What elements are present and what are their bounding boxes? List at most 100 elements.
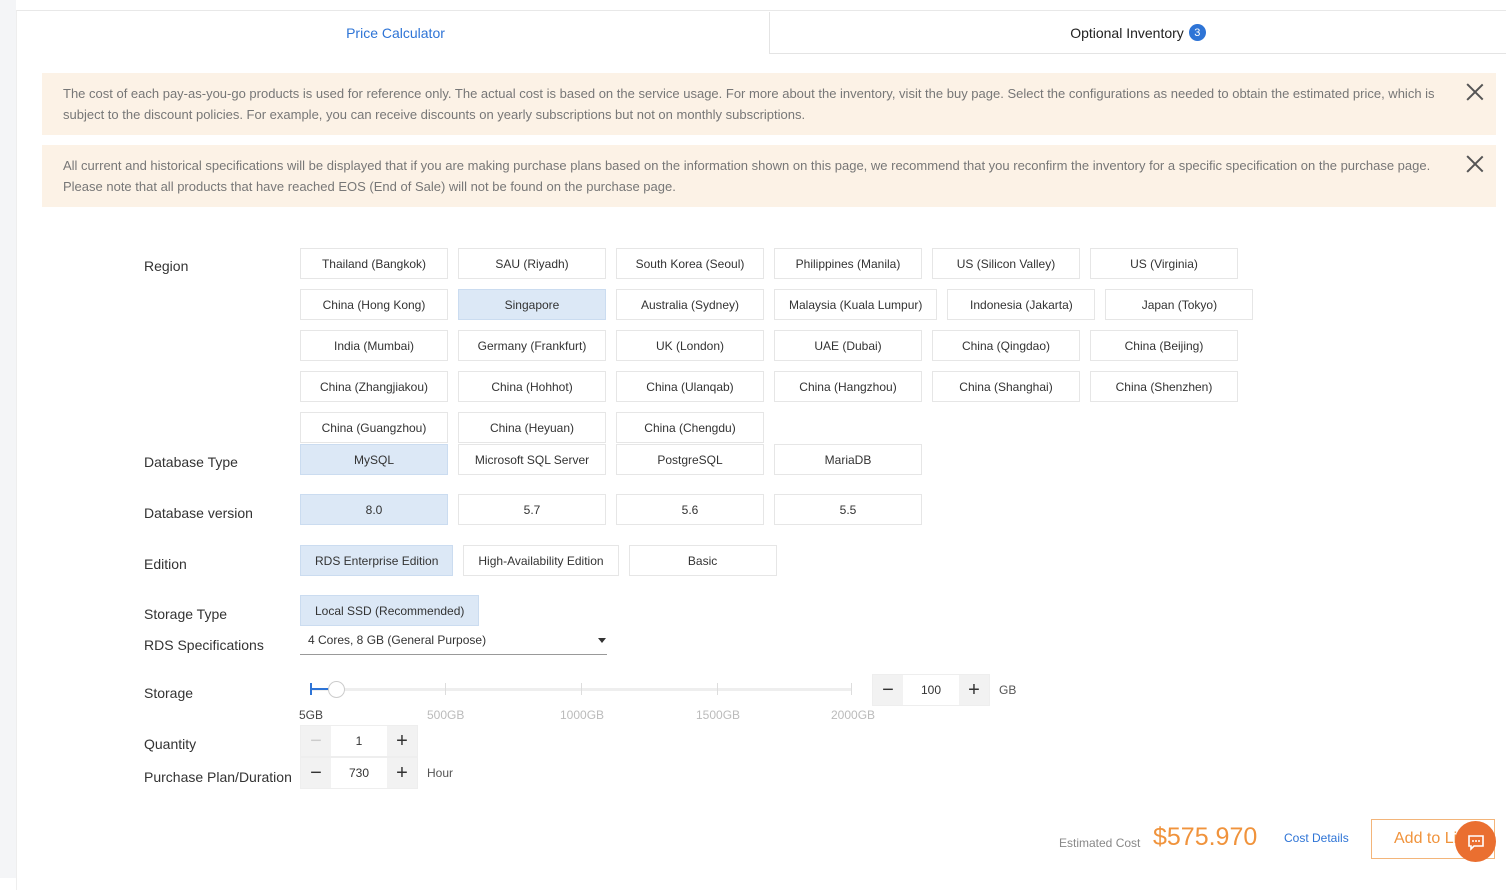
storage-input[interactable]: 100: [903, 675, 959, 705]
region-option[interactable]: Philippines (Manila): [774, 248, 922, 279]
slider-tick: [445, 683, 446, 695]
region-option[interactable]: UK (London): [616, 330, 764, 361]
increment-button[interactable]: +: [959, 675, 989, 705]
region-option[interactable]: China (Hohhot): [458, 371, 606, 402]
region-option[interactable]: China (Hangzhou): [774, 371, 922, 402]
region-option[interactable]: China (Chengdu): [616, 412, 764, 443]
database-type-label: Database Type: [144, 454, 238, 470]
left-strip: [0, 0, 16, 878]
slider-mark-label: 1000GB: [560, 708, 605, 722]
region-option[interactable]: South Korea (Seoul): [616, 248, 764, 279]
region-option[interactable]: Japan (Tokyo): [1105, 289, 1254, 320]
tab-price-calculator[interactable]: Price Calculator: [22, 12, 770, 54]
storage-type-options: Local SSD (Recommended): [300, 595, 480, 626]
region-option[interactable]: China (Zhangjiakou): [300, 371, 448, 402]
add-to-list-label: Add to List: [1394, 830, 1470, 847]
region-label: Region: [144, 258, 189, 274]
duration-label: Purchase Plan/Duration: [144, 769, 292, 785]
edition-option[interactable]: Basic: [628, 545, 777, 576]
storage-slider-track[interactable]: [310, 688, 851, 691]
database-version-options: 8.0 5.7 5.6 5.5: [300, 494, 922, 525]
storage-type-option[interactable]: Local SSD (Recommended): [300, 595, 480, 626]
decrement-button[interactable]: −: [301, 758, 331, 788]
notice-text: The cost of each pay-as-you-go products …: [63, 86, 1435, 122]
region-option[interactable]: Germany (Frankfurt): [458, 330, 606, 361]
storage-label: Storage: [144, 685, 194, 701]
tab-label: Optional Inventory: [1070, 24, 1184, 41]
storage-type-label: Storage Type: [144, 606, 228, 622]
region-row: India (Mumbai) Germany (Frankfurt) UK (Lon…: [300, 330, 1238, 361]
duration-stepper: − 730 +: [300, 757, 418, 789]
region-option[interactable]: SAU (Riyadh): [458, 248, 606, 279]
region-option[interactable]: China (Guangzhou): [300, 412, 448, 443]
rds-spec-label: RDS Specifications: [144, 637, 264, 653]
database-type-options: MySQL Microsoft SQL Server PostgreSQL Maria…: [300, 444, 922, 475]
database-version-option[interactable]: 8.0: [300, 494, 448, 525]
database-type-option[interactable]: MariaDB: [774, 444, 922, 475]
slider-start-mark: [310, 683, 312, 695]
region-option[interactable]: China (Qingdao): [932, 330, 1080, 361]
region-option[interactable]: China (Ulanqab): [616, 371, 764, 402]
region-option[interactable]: US (Silicon Valley): [932, 248, 1080, 279]
region-option[interactable]: China (Heyuan): [458, 412, 606, 443]
region-row: Thailand (Bangkok) SAU (Riyadh) South Kore…: [300, 248, 1238, 279]
rds-spec-dropdown[interactable]: 4 Cores, 8 GB (General Purpose): [300, 628, 607, 655]
notice-pricing: The cost of each pay-as-you-go products …: [42, 73, 1496, 135]
tab-optional-inventory[interactable]: Optional Inventory 3: [770, 12, 1506, 54]
region-option[interactable]: Thailand (Bangkok): [300, 248, 448, 279]
estimated-cost-label: Estimated Cost: [1059, 836, 1141, 850]
quantity-stepper: − 1 +: [300, 725, 418, 757]
duration-input[interactable]: 730: [331, 758, 387, 788]
duration-unit: Hour: [427, 766, 454, 780]
database-version-option[interactable]: 5.6: [616, 494, 764, 525]
region-row: China (Guangzhou) China (Heyuan) China (Ch…: [300, 412, 764, 443]
chat-button[interactable]: [1455, 821, 1496, 862]
edition-options: RDS Enterprise Edition High-Availability …: [300, 545, 777, 576]
database-type-option[interactable]: MySQL: [300, 444, 448, 475]
storage-slider-thumb[interactable]: [328, 681, 345, 698]
quantity-label: Quantity: [144, 736, 197, 752]
edition-option[interactable]: RDS Enterprise Edition: [300, 545, 454, 576]
chat-icon: [1467, 834, 1484, 851]
tab-label: Price Calculator: [346, 25, 445, 41]
count-badge: 3: [1188, 24, 1206, 41]
region-option[interactable]: UAE (Dubai): [774, 330, 922, 361]
database-type-option[interactable]: Microsoft SQL Server: [458, 444, 606, 475]
storage-stepper: − 100 +: [872, 674, 990, 706]
increment-button[interactable]: +: [387, 726, 417, 756]
region-option[interactable]: Singapore: [458, 289, 606, 320]
region-option[interactable]: India (Mumbai): [300, 330, 448, 361]
edition-option[interactable]: High-Availability Edition: [463, 545, 619, 576]
close-icon[interactable]: [1466, 155, 1484, 173]
region-option[interactable]: China (Beijing): [1090, 330, 1238, 361]
region-option[interactable]: China (Shanghai): [932, 371, 1080, 402]
storage-slider-fill: [310, 688, 334, 690]
region-option[interactable]: Australia (Sydney): [616, 289, 764, 320]
database-type-option[interactable]: PostgreSQL: [616, 444, 764, 475]
slider-mark-label: 1500GB: [696, 708, 741, 722]
slider-tick: [851, 683, 852, 695]
database-version-option[interactable]: 5.7: [458, 494, 606, 525]
edition-label: Edition: [144, 556, 187, 572]
region-option[interactable]: Indonesia (Jakarta): [947, 289, 1096, 320]
region-row: China (Zhangjiakou) China (Hohhot) China (…: [300, 371, 1238, 402]
rds-spec-value: 4 Cores, 8 GB (General Purpose): [308, 633, 487, 647]
decrement-button[interactable]: −: [873, 675, 903, 705]
cost-details-link[interactable]: Cost Details: [1284, 831, 1349, 845]
estimated-price: $575.970: [1153, 823, 1258, 851]
region-row: China (Hong Kong) Singapore Australia (Syd…: [300, 289, 1254, 320]
increment-button[interactable]: +: [387, 758, 417, 788]
database-version-option[interactable]: 5.5: [774, 494, 922, 525]
slider-tick: [581, 683, 582, 695]
region-option[interactable]: Malaysia (Kuala Lumpur): [774, 289, 938, 320]
storage-unit: GB: [999, 683, 1017, 697]
quantity-input[interactable]: 1: [331, 726, 387, 756]
region-option[interactable]: China (Shenzhen): [1090, 371, 1238, 402]
decrement-button[interactable]: −: [301, 726, 331, 756]
region-option[interactable]: China (Hong Kong): [300, 289, 448, 320]
database-version-label: Database version: [144, 505, 253, 521]
slider-tick: [717, 683, 718, 695]
close-icon[interactable]: [1466, 83, 1484, 101]
region-option[interactable]: US (Virginia): [1090, 248, 1238, 279]
caret-down-icon: [598, 638, 606, 643]
